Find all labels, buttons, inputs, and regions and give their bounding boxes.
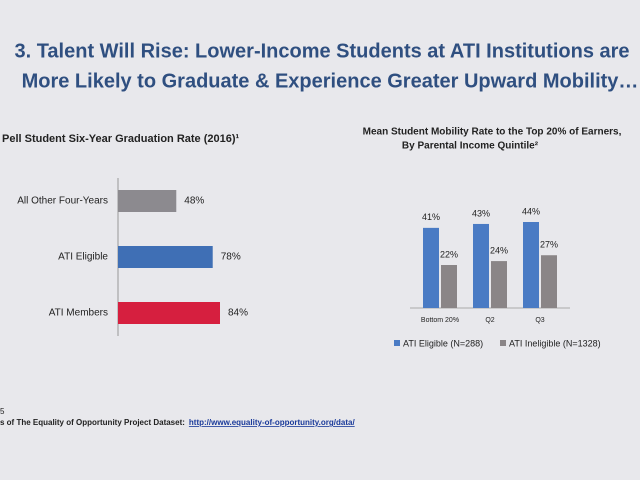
bar: [541, 255, 557, 308]
value-label: 27%: [540, 240, 558, 250]
source: s of The Equality of Opportunity Project…: [0, 418, 185, 427]
value-label: 43%: [472, 208, 490, 218]
bar: [118, 302, 220, 324]
category-label: Q2: [485, 317, 494, 324]
chart-title: Pell Student Six-Year Graduation Rate (2…: [2, 133, 240, 145]
category-label: ATI Members: [49, 308, 108, 319]
value-label: 24%: [490, 245, 508, 255]
chart-subtitle: By Parental Income Quintile²: [402, 141, 539, 152]
value-label: 84%: [228, 308, 248, 319]
legend-swatch: [394, 340, 400, 346]
bar: [491, 261, 507, 308]
value-label: 41%: [422, 212, 440, 222]
slide-title: More Likely to Graduate & Experience Gre…: [22, 70, 639, 92]
value-label: 48%: [184, 196, 204, 207]
category-label: Bottom 20%: [421, 317, 459, 324]
bar: [523, 222, 539, 308]
legend-label: ATI Ineligible (N=1328): [509, 338, 601, 348]
category-label: ATI Eligible: [58, 252, 108, 263]
bar: [423, 227, 439, 308]
chart-title: Mean Student Mobility Rate to the Top 20…: [363, 127, 622, 138]
footnote: s of The Equality of Opportunity Project…: [0, 418, 355, 427]
category-label: Q3: [535, 317, 544, 324]
source-link[interactable]: http://www.equality-of-opportunity.org/d…: [189, 418, 356, 427]
footnote: 5: [0, 407, 5, 416]
slide-title: 3. Talent Will Rise: Lower-Income Studen…: [14, 40, 629, 62]
bar: [441, 265, 457, 308]
legend-label: ATI Eligible (N=288): [403, 338, 483, 348]
bar: [473, 223, 489, 308]
value-label: 44%: [522, 206, 540, 216]
legend-swatch: [500, 340, 506, 346]
category-label: All Other Four-Years: [17, 196, 108, 207]
bar: [118, 246, 213, 268]
value-label: 78%: [221, 252, 241, 263]
bar: [118, 190, 177, 212]
value-label: 22%: [440, 249, 458, 259]
